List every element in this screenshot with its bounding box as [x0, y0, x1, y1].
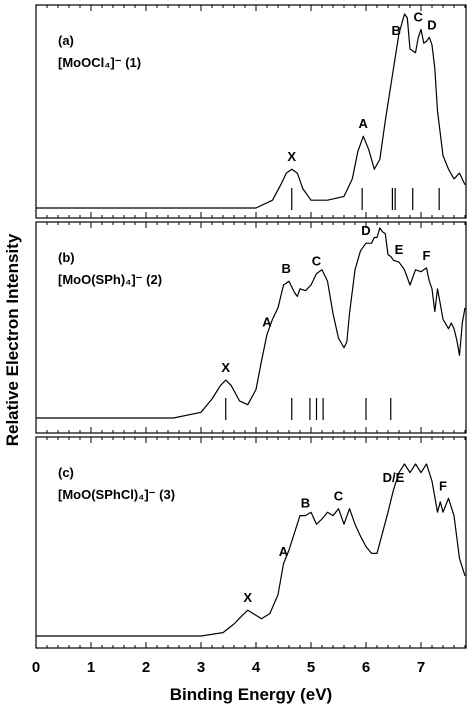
peak-label: B — [301, 496, 310, 511]
peak-label: A — [359, 116, 369, 131]
peak-label: D/E — [383, 470, 405, 485]
panel-2: X A B C D E F (b) [MoO(SPh)₄]⁻ (2) — [35, 221, 467, 434]
y-axis-label: Relative Electron Intensity — [3, 233, 22, 446]
spectrum-line — [36, 13, 466, 209]
panel-frame — [35, 4, 467, 219]
compound-label: [MoO(SPhCl)₄]⁻ (3) — [58, 487, 175, 502]
x-tick-label: 7 — [417, 659, 425, 676]
panel-frame — [35, 221, 467, 434]
peak-label: C — [312, 254, 322, 269]
peak-label: A — [279, 544, 289, 559]
x-tick-label: 4 — [252, 659, 261, 676]
spectrum-line — [36, 463, 466, 637]
peak-label: D — [361, 223, 370, 238]
peak-label: B — [392, 23, 401, 38]
peak-label: D — [427, 17, 436, 32]
panel-3: X A B C D/E F (c) [MoO(SPhCl)₄]⁻ (3) — [35, 436, 467, 649]
x-axis-label: Binding Energy (eV) — [170, 685, 332, 704]
compound-label: [MoOCl₄]⁻ (1) — [58, 55, 141, 70]
x-tick-label: 6 — [362, 659, 370, 676]
panel-1: X A BCD (a) [MoOCl₄]⁻ (1) — [35, 4, 467, 219]
panel-frame — [35, 436, 467, 649]
peak-label: B — [282, 261, 291, 276]
compound-label: [MoO(SPh)₄]⁻ (2) — [58, 272, 162, 287]
x-tick-label: 0 — [32, 659, 40, 676]
peak-label: F — [423, 248, 431, 263]
peak-label: F — [439, 478, 447, 493]
x-tick-label: 2 — [142, 659, 150, 676]
spectrum-line — [36, 227, 466, 419]
x-tick-label: 3 — [197, 659, 205, 676]
panel-label: (b) — [58, 250, 75, 265]
peak-label: X — [221, 360, 230, 375]
x-tick-label: 5 — [307, 659, 315, 676]
panel-label: (c) — [58, 465, 74, 480]
x-tick-label: 1 — [87, 659, 95, 676]
panel-label: (a) — [58, 33, 74, 48]
peak-label: E — [395, 242, 404, 257]
peak-label: A — [262, 314, 272, 329]
peak-label: X — [287, 149, 296, 164]
peak-label: C — [414, 10, 424, 25]
peak-label: X — [243, 590, 252, 605]
peak-label: C — [334, 489, 344, 504]
x-axis: 0 1 2 3 4 5 6 7 — [32, 659, 425, 676]
